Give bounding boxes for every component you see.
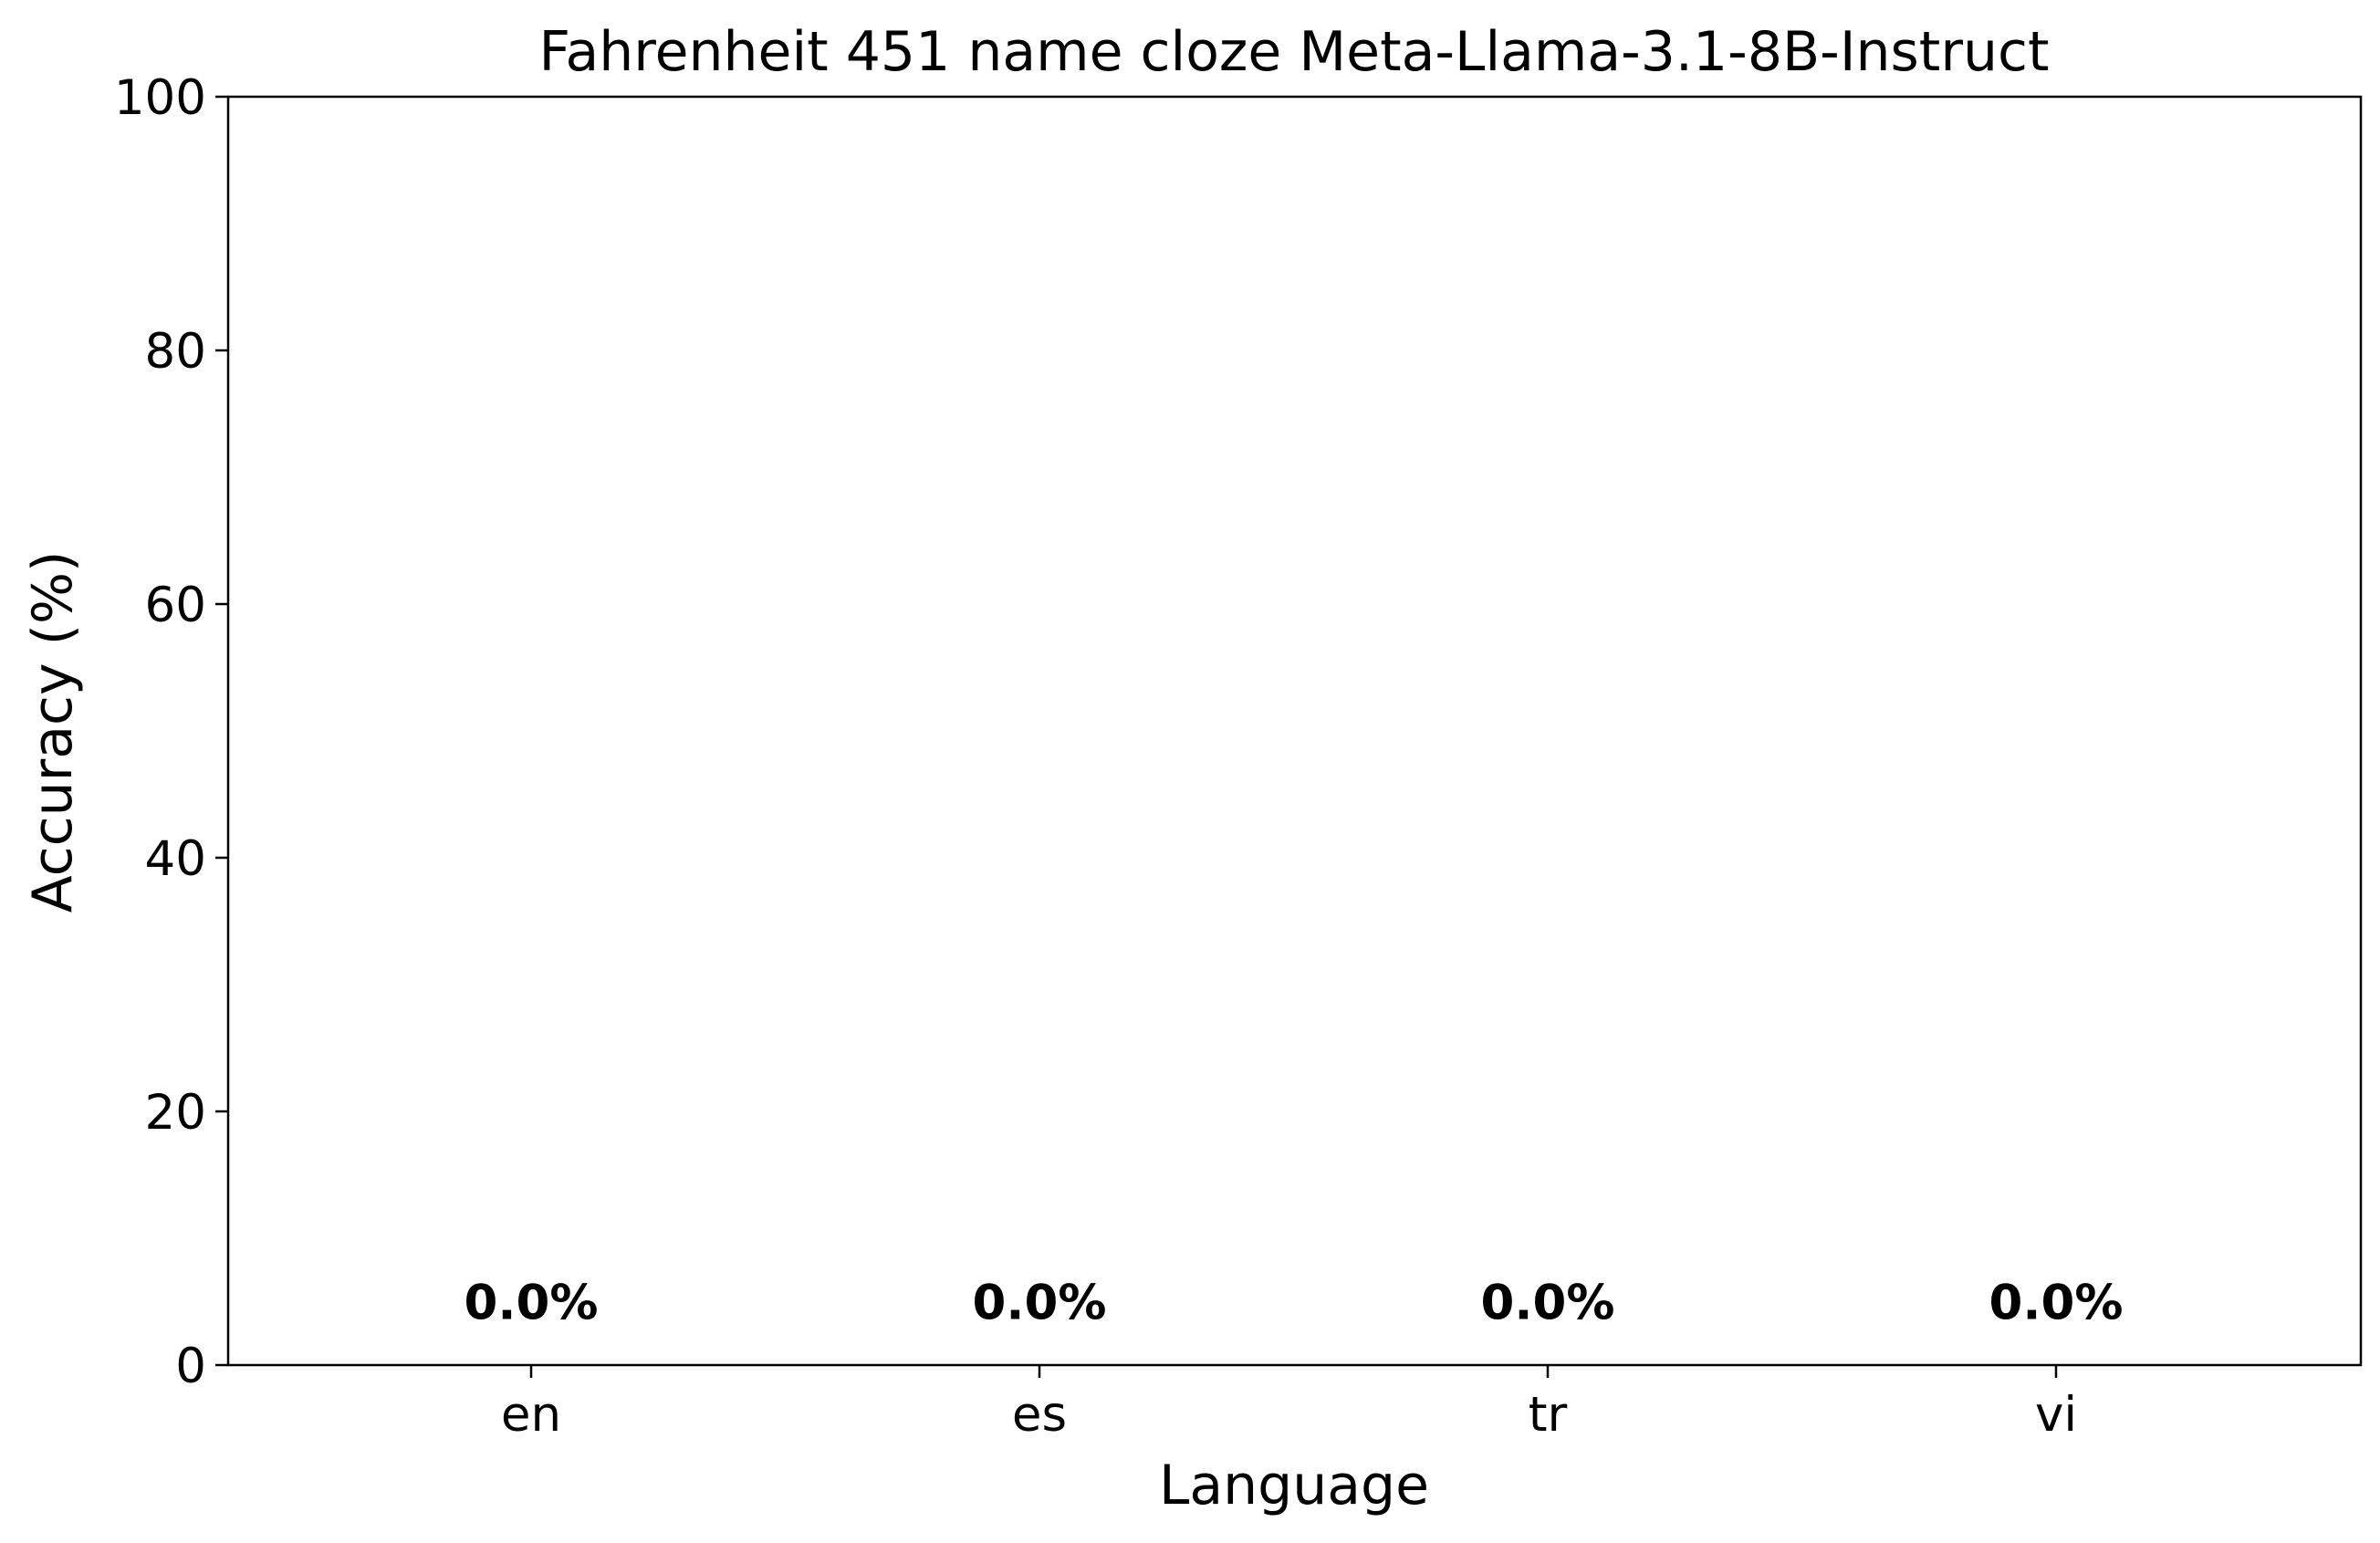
chart-title: Fahrenheit 451 name cloze Meta-Llama-3.1… [538, 20, 2049, 84]
x-axis-label: Language [1159, 1454, 1429, 1517]
y-tick-label: 80 [145, 324, 206, 380]
x-tick-label-tr: tr [1529, 1387, 1568, 1443]
y-axis-label: Accuracy (%) [21, 551, 85, 913]
data-labels: 0.0% 0.0% 0.0% 0.0% [465, 1276, 2124, 1331]
x-axis: en es tr vi [501, 1365, 2077, 1443]
data-label-vi: 0.0% [1989, 1276, 2124, 1331]
data-label-es: 0.0% [973, 1276, 1107, 1331]
y-tick-label: 100 [114, 70, 206, 126]
data-label-tr: 0.0% [1481, 1276, 1615, 1331]
plot-frame [226, 95, 2363, 1367]
data-label-en: 0.0% [465, 1276, 599, 1331]
y-tick-label: 40 [145, 831, 206, 887]
x-tick-label-en: en [501, 1387, 561, 1443]
x-tick-label-vi: vi [2035, 1387, 2077, 1443]
y-tick-label: 60 [145, 578, 206, 633]
y-tick-label: 0 [175, 1339, 206, 1394]
x-tick-label-es: es [1012, 1387, 1067, 1443]
y-axis: 0 20 40 60 80 100 [114, 70, 228, 1394]
y-tick-label: 20 [145, 1085, 206, 1141]
